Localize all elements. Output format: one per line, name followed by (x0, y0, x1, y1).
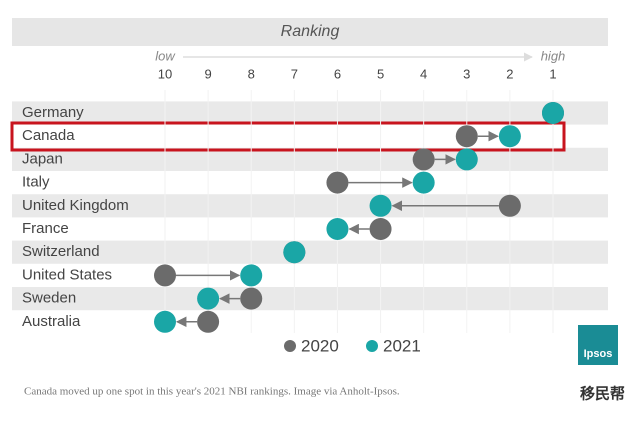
dot (154, 310, 176, 333)
dot (154, 264, 176, 287)
row-stripe (12, 194, 608, 218)
logo: Ipsos (584, 348, 613, 360)
dot (498, 125, 521, 148)
legend-swatch (284, 340, 296, 352)
row-stripe (12, 240, 608, 264)
dot (369, 218, 392, 240)
legend-swatch (366, 340, 378, 352)
x-tick-label: 5 (377, 66, 384, 81)
dot (326, 171, 349, 194)
x-tick-label: 1 (549, 66, 556, 81)
x-tick-label: 2 (506, 66, 513, 81)
axis-low-label: low (155, 48, 176, 63)
y-tick-label: United Kingdom (22, 197, 129, 214)
dot (542, 102, 564, 124)
x-tick-label: 8 (248, 66, 255, 81)
y-tick-label: Canada (22, 127, 75, 144)
legend-label: 2020 (301, 336, 339, 355)
dot (240, 264, 263, 287)
row-stripe (12, 287, 608, 311)
x-tick-label: 9 (204, 66, 211, 81)
y-tick-label: Germany (22, 104, 84, 121)
dot (326, 218, 349, 240)
dot (455, 125, 478, 148)
axis-high-label: high (541, 48, 566, 63)
dot (369, 194, 392, 217)
x-tick-label: 4 (420, 66, 427, 81)
y-tick-label: Italy (22, 174, 50, 191)
row-stripe (12, 101, 608, 125)
caption: Canada moved up one spot in this year's … (24, 386, 400, 398)
x-tick-label: 3 (463, 66, 470, 81)
dot (412, 171, 435, 194)
watermark: 移民帮 (580, 385, 625, 403)
dot (455, 148, 478, 171)
chart-title: Ranking (281, 23, 340, 40)
highlight-box (10, 121, 566, 152)
y-tick-label: United States (22, 266, 112, 283)
y-tick-label: Sweden (22, 290, 76, 307)
dot (283, 241, 306, 264)
logo-box (578, 325, 618, 365)
y-tick-label: Switzerland (22, 243, 100, 260)
dot (197, 287, 220, 310)
dot (240, 287, 263, 310)
dot (197, 310, 220, 333)
x-tick-label: 6 (334, 66, 341, 81)
dot (498, 194, 521, 217)
y-tick-label: Japan (22, 150, 63, 167)
x-tick-label: 7 (291, 66, 298, 81)
legend-label: 2021 (383, 336, 421, 355)
y-tick-label: France (22, 220, 69, 237)
x-tick-label: 10 (158, 66, 172, 81)
dot (412, 148, 435, 171)
y-tick-label: Australia (22, 313, 81, 330)
header-band (12, 18, 608, 46)
